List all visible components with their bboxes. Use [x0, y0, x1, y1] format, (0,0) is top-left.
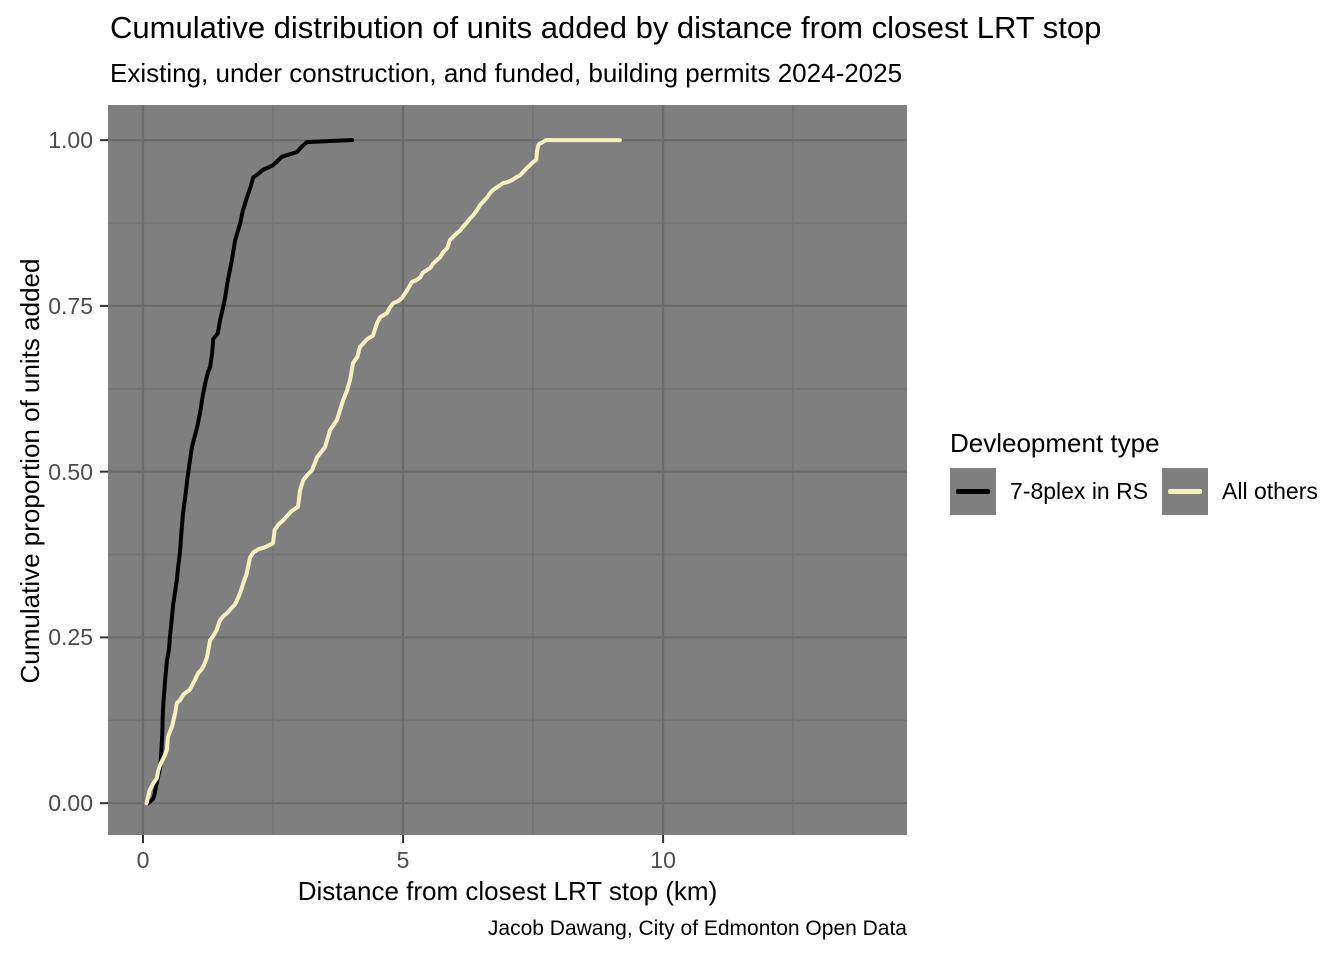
x-tick-label: 10	[650, 847, 676, 873]
y-tick-label: 0.25	[48, 624, 93, 651]
legend-label-7-8plex-in-rs: 7-8plex in RS	[1010, 478, 1149, 504]
legend-key-7-8plex-in-rs	[950, 468, 996, 515]
plot-title: Cumulative distribution of units added b…	[110, 10, 1102, 45]
legend-key-all-others	[1162, 468, 1208, 515]
y-tick-label: 0.75	[48, 292, 93, 319]
plot-caption: Jacob Dawang, City of Edmonton Open Data	[487, 917, 907, 940]
series-line-7-8plex-in-rs	[146, 138, 355, 806]
legend-line-icon	[956, 489, 990, 494]
x-axis-title: Distance from closest LRT stop (km)	[297, 876, 718, 906]
y-tick-label: 1.00	[48, 127, 93, 154]
plot-subtitle: Existing, under construction, and funded…	[110, 58, 903, 88]
x-tick-label: 0	[136, 847, 150, 873]
legend-label-all-others: All others	[1222, 478, 1318, 504]
legend-line-icon	[1168, 489, 1202, 494]
x-tick-label: 5	[396, 847, 410, 873]
y-tick-label: 0.50	[48, 458, 93, 485]
panel-background	[108, 105, 907, 835]
series-line-all-others	[144, 138, 622, 806]
y-tick-label: 0.00	[48, 790, 93, 817]
legend-title: Devleopment type	[950, 428, 1160, 458]
